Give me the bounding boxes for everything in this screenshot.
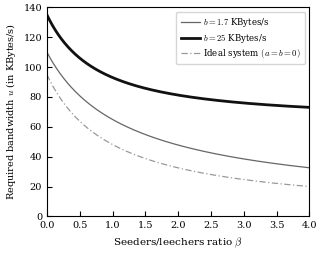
X-axis label: Seeders/leechers ratio $\beta$: Seeders/leechers ratio $\beta$ [113,236,243,250]
$b = 25$ KBytes/s [254,102,258,105]
$b = 25$ KBytes/s [250,102,254,105]
Ideal system $(a = b = 0)$ [308,185,311,188]
$b = 1.7$ KBytes/s [72,88,76,91]
Legend: $b = 1.7$ KBytes/s, $b = 25$ KBytes/s, Ideal system $(a = b = 0)$: $b = 1.7$ KBytes/s, $b = 25$ KBytes/s, I… [177,12,305,65]
$b = 1.7$ KBytes/s [225,154,229,157]
Ideal system $(a = b = 0)$ [254,180,258,183]
$b = 1.7$ KBytes/s [45,51,49,54]
Ideal system $(a = b = 0)$ [250,179,254,182]
Y-axis label: Required bandwidth $u$ (in KBytes/s): Required bandwidth $u$ (in KBytes/s) [4,23,18,200]
Line: $b = 1.7$ KBytes/s: $b = 1.7$ KBytes/s [47,52,309,168]
Ideal system $(a = b = 0)$ [72,114,76,117]
$b = 25$ KBytes/s [225,100,229,103]
$b = 25$ KBytes/s [160,91,164,94]
Line: $b = 25$ KBytes/s: $b = 25$ KBytes/s [47,15,309,107]
Line: Ideal system $(a = b = 0)$: Ideal system $(a = b = 0)$ [47,75,309,186]
$b = 1.7$ KBytes/s [250,159,254,162]
$b = 25$ KBytes/s [151,89,155,92]
Ideal system $(a = b = 0)$ [151,160,155,163]
$b = 25$ KBytes/s [72,51,76,54]
$b = 1.7$ KBytes/s [308,166,311,169]
Ideal system $(a = b = 0)$ [45,73,49,76]
$b = 1.7$ KBytes/s [254,160,258,163]
$b = 25$ KBytes/s [45,13,49,16]
$b = 1.7$ KBytes/s [151,136,155,139]
Ideal system $(a = b = 0)$ [160,162,164,165]
$b = 1.7$ KBytes/s [160,139,164,142]
$b = 25$ KBytes/s [308,106,311,109]
Ideal system $(a = b = 0)$ [225,176,229,179]
